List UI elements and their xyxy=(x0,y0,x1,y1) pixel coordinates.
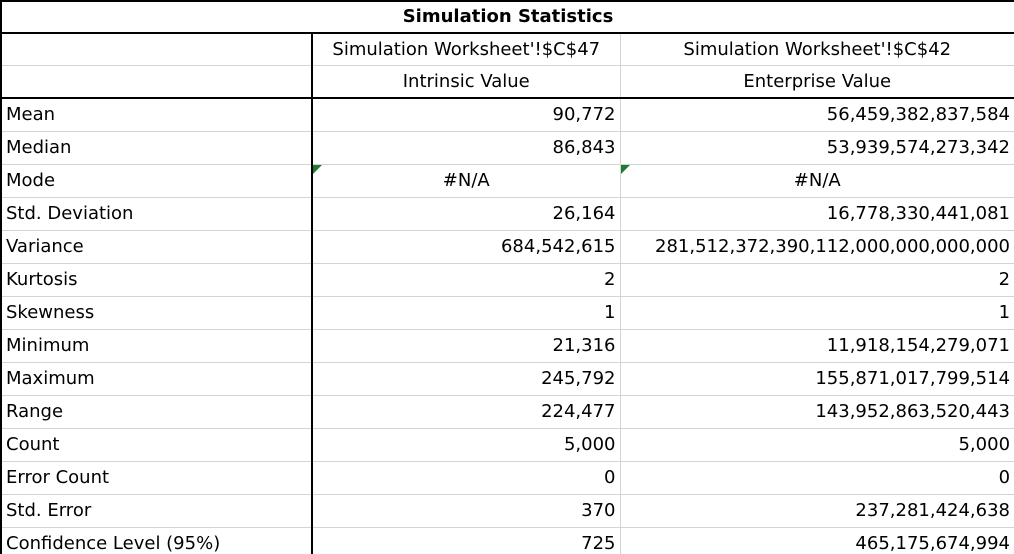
row-label-cell[interactable]: Confidence Level (95%) xyxy=(0,527,313,554)
intrinsic-value-cell[interactable]: 5,000 xyxy=(312,428,621,462)
intrinsic-value-cell[interactable]: 684,542,615 xyxy=(312,230,621,264)
table-row: Std. Error 370 237,281,424,638 xyxy=(0,494,1014,528)
error-indicator-icon[interactable] xyxy=(620,165,630,174)
table-row: Confidence Level (95%) 725 465,175,674,994 xyxy=(0,527,1014,554)
intrinsic-value-cell[interactable]: #N/A xyxy=(312,164,621,198)
table-row: Std. Deviation 26,164 16,778,330,441,081 xyxy=(0,197,1014,231)
header-stub-cell[interactable] xyxy=(0,65,313,99)
enterprise-value-cell[interactable]: 465,175,674,994 xyxy=(620,527,1014,554)
table-row: Maximum 245,792 155,871,017,799,514 xyxy=(0,362,1014,396)
cell-value: 465,175,674,994 xyxy=(855,533,1011,554)
enterprise-value-cell[interactable]: 16,778,330,441,081 xyxy=(620,197,1014,231)
row-label-cell[interactable]: Maximum xyxy=(0,362,313,396)
cell-value: 0 xyxy=(998,467,1011,488)
table-row: Mode #N/A #N/A xyxy=(0,164,1014,198)
cell-value: 86,843 xyxy=(552,137,616,158)
column-name-enterprise[interactable]: Enterprise Value xyxy=(619,65,1014,99)
row-label-cell[interactable]: Variance xyxy=(0,230,313,264)
intrinsic-value-cell[interactable]: 86,843 xyxy=(312,131,621,165)
intrinsic-value-cell[interactable]: 245,792 xyxy=(312,362,621,396)
intrinsic-value-cell[interactable]: 21,316 xyxy=(312,329,621,363)
row-label-cell[interactable]: Skewness xyxy=(0,296,313,330)
row-label-cell[interactable]: Std. Error xyxy=(0,494,313,528)
intrinsic-value-cell[interactable]: 26,164 xyxy=(312,197,621,231)
column-name-intrinsic[interactable]: Intrinsic Value xyxy=(311,65,621,99)
cell-value: 90,772 xyxy=(552,104,616,125)
table-row: Mean 90,772 56,459,382,837,584 xyxy=(0,98,1014,132)
error-indicator-icon[interactable] xyxy=(313,165,322,174)
cell-value: 684,542,615 xyxy=(500,236,616,257)
table-row: Count 5,000 5,000 xyxy=(0,428,1014,462)
header-stub-cell[interactable] xyxy=(0,33,313,66)
enterprise-value-cell[interactable]: 155,871,017,799,514 xyxy=(620,362,1014,396)
row-label-cell[interactable]: Minimum xyxy=(0,329,313,363)
column-ref-intrinsic[interactable]: Simulation Worksheet'!$C$47 xyxy=(311,33,621,66)
cell-value: 281,512,372,390,112,000,000,000,000 xyxy=(655,236,1011,257)
intrinsic-value-cell[interactable]: 1 xyxy=(312,296,621,330)
cell-value: #N/A xyxy=(793,170,841,191)
enterprise-value-cell[interactable]: 281,512,372,390,112,000,000,000,000 xyxy=(620,230,1014,264)
cell-value: 16,778,330,441,081 xyxy=(826,203,1011,224)
intrinsic-value-cell[interactable]: 725 xyxy=(312,527,621,554)
header-name-row: Intrinsic Value Enterprise Value xyxy=(0,65,1014,99)
enterprise-value-cell[interactable]: #N/A xyxy=(620,164,1014,198)
intrinsic-value-cell[interactable]: 370 xyxy=(312,494,621,528)
intrinsic-value-cell[interactable]: 2 xyxy=(312,263,621,297)
table-title[interactable]: Simulation Statistics xyxy=(0,0,1014,34)
row-label-cell[interactable]: Kurtosis xyxy=(0,263,313,297)
cell-value: 224,477 xyxy=(541,401,616,422)
enterprise-value-cell[interactable]: 237,281,424,638 xyxy=(620,494,1014,528)
enterprise-value-cell[interactable]: 143,952,863,520,443 xyxy=(620,395,1014,429)
cell-value: 143,952,863,520,443 xyxy=(815,401,1011,422)
cell-value: 26,164 xyxy=(552,203,616,224)
cell-value: 56,459,382,837,584 xyxy=(826,104,1011,125)
cell-value: 2 xyxy=(604,269,616,290)
cell-value: 53,939,574,273,342 xyxy=(826,137,1011,158)
intrinsic-value-cell[interactable]: 90,772 xyxy=(312,98,621,132)
row-label-cell[interactable]: Range xyxy=(0,395,313,429)
row-label-cell[interactable]: Mode xyxy=(0,164,313,198)
header-ref-row: Simulation Worksheet'!$C$47 Simulation W… xyxy=(0,33,1014,66)
statistics-body: Mean 90,772 56,459,382,837,584 Median 86,843… xyxy=(0,98,1014,554)
enterprise-value-cell[interactable]: 5,000 xyxy=(620,428,1014,462)
enterprise-value-cell[interactable]: 1 xyxy=(620,296,1014,330)
cell-value: 5,000 xyxy=(563,434,616,455)
cell-value: 5,000 xyxy=(958,434,1011,455)
cell-value: 0 xyxy=(604,467,616,488)
cell-value: 1 xyxy=(998,302,1011,323)
table-row: Skewness 1 1 xyxy=(0,296,1014,330)
enterprise-value-cell[interactable]: 11,918,154,279,071 xyxy=(620,329,1014,363)
table-row: Median 86,843 53,939,574,273,342 xyxy=(0,131,1014,165)
cell-value: 2 xyxy=(998,269,1011,290)
intrinsic-value-cell[interactable]: 224,477 xyxy=(312,395,621,429)
row-label-cell[interactable]: Mean xyxy=(0,98,313,132)
enterprise-value-cell[interactable]: 2 xyxy=(620,263,1014,297)
enterprise-value-cell[interactable]: 0 xyxy=(620,461,1014,495)
table-row: Kurtosis 2 2 xyxy=(0,263,1014,297)
cell-value: #N/A xyxy=(442,170,490,191)
row-label-cell[interactable]: Count xyxy=(0,428,313,462)
row-label-cell[interactable]: Median xyxy=(0,131,313,165)
table-row: Error Count 0 0 xyxy=(0,461,1014,495)
intrinsic-value-cell[interactable]: 0 xyxy=(312,461,621,495)
cell-value: 11,918,154,279,071 xyxy=(826,335,1011,356)
cell-value: 1 xyxy=(604,302,616,323)
cell-value: 245,792 xyxy=(541,368,616,389)
enterprise-value-cell[interactable]: 56,459,382,837,584 xyxy=(620,98,1014,132)
cell-value: 370 xyxy=(581,500,616,521)
title-row: Simulation Statistics xyxy=(0,0,1014,34)
row-label-cell[interactable]: Std. Deviation xyxy=(0,197,313,231)
cell-value: 237,281,424,638 xyxy=(855,500,1011,521)
column-ref-enterprise[interactable]: Simulation Worksheet'!$C$42 xyxy=(619,33,1014,66)
table-row: Range 224,477 143,952,863,520,443 xyxy=(0,395,1014,429)
row-label-cell[interactable]: Error Count xyxy=(0,461,313,495)
cell-value: 155,871,017,799,514 xyxy=(815,368,1011,389)
cell-value: 725 xyxy=(581,533,616,554)
enterprise-value-cell[interactable]: 53,939,574,273,342 xyxy=(620,131,1014,165)
cell-value: 21,316 xyxy=(552,335,616,356)
table-row: Minimum 21,316 11,918,154,279,071 xyxy=(0,329,1014,363)
table-row: Variance 684,542,615 281,512,372,390,112,0… xyxy=(0,230,1014,264)
